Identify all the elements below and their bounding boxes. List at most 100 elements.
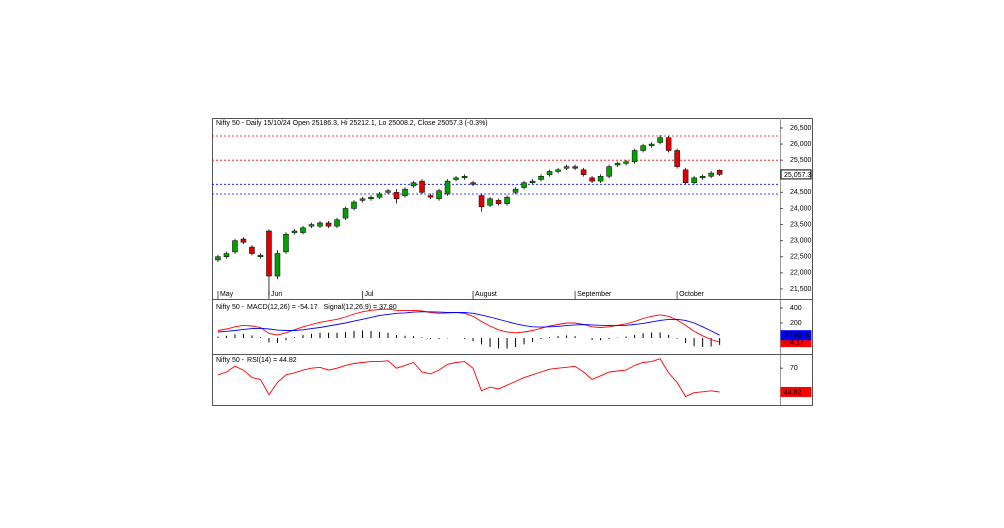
y-tick-label: 21,500 [790, 286, 812, 293]
candle-body [223, 253, 230, 257]
value-box-label: 44.82 [784, 389, 802, 396]
y-tick-label: 22,500 [790, 254, 812, 261]
candle-body [266, 230, 272, 277]
y-tick-label: 25,500 [790, 157, 812, 164]
x-tick-label: October [679, 291, 705, 298]
candle-body [334, 219, 340, 227]
series-line [217, 308, 720, 343]
candle-body [682, 169, 689, 183]
candle-body [325, 222, 332, 227]
x-tick-label: May [220, 291, 234, 298]
value-box-bg [780, 386, 812, 397]
candle-body [631, 150, 638, 163]
x-tick-label: Jun [271, 291, 282, 298]
candle-body [521, 182, 527, 188]
candle-body [368, 196, 374, 200]
candle-body [317, 222, 323, 227]
candle-body [300, 227, 306, 233]
candle-body [291, 230, 298, 233]
y-tick-label: 26,000 [790, 141, 812, 148]
candle-body [546, 171, 553, 175]
candle-body [215, 256, 221, 261]
y-tick-label: 24,000 [790, 205, 812, 212]
candle-body [648, 143, 655, 146]
candle-body [436, 190, 442, 200]
y-tick-label: 24,500 [790, 189, 812, 196]
candle-body [470, 182, 476, 185]
legend-entry: Signal(12,26,9) = 37.80 [324, 304, 397, 311]
candle-body [308, 224, 315, 227]
candle-body [351, 201, 357, 209]
value-box: 37.8019 [780, 330, 812, 341]
candle-body [342, 208, 349, 219]
candle-body [504, 196, 510, 204]
candle-body [427, 195, 434, 198]
candle-body [563, 166, 570, 169]
candle-body [665, 137, 672, 151]
x-tick-label: August [475, 291, 497, 298]
y-tick-label: 70 [790, 365, 798, 372]
candle-body [283, 233, 289, 253]
candle-body [257, 254, 264, 257]
value-box: 44.82 [780, 386, 812, 397]
value-box-label: 25,057.3 [784, 172, 811, 179]
candle-body [512, 188, 519, 193]
candle-body [580, 169, 587, 175]
candle-body [640, 145, 646, 151]
candle-body [529, 180, 536, 183]
y-tick-label: 23,000 [790, 237, 812, 244]
candle-body [249, 246, 255, 254]
value-box: 25,057.3 [780, 169, 812, 180]
candle-body [232, 240, 238, 253]
series-line [217, 311, 720, 336]
candle-body [691, 177, 697, 183]
candle-body [674, 150, 680, 167]
y-tick-label: 400 [790, 305, 802, 312]
candle-body [572, 166, 578, 169]
candle-body [597, 176, 604, 182]
y-tick-label: 26,500 [790, 125, 812, 132]
candle-body [419, 180, 425, 193]
candle-body [444, 180, 451, 195]
x-tick-label: September [577, 291, 612, 298]
x-tick-label: Jul [365, 291, 374, 298]
candle-body [589, 177, 595, 182]
candle-body [410, 182, 417, 187]
candle-body [716, 170, 723, 175]
value-box-label: 37.8019 [784, 333, 809, 340]
legend-entry: MACD(12,26) = -54.17 [247, 304, 318, 311]
candle-body [708, 172, 714, 177]
candle-body [376, 193, 383, 198]
candle-body [478, 195, 485, 208]
series-line [217, 358, 720, 398]
value-box-label: -54.17 [784, 339, 804, 346]
candle-body [657, 137, 663, 143]
candle-body [487, 198, 493, 206]
candle-body [359, 198, 366, 201]
value-box-bg [780, 169, 812, 180]
panel-title: Nifty 50 - [216, 304, 245, 311]
candle-body [385, 190, 391, 193]
y-tick-label: 200 [790, 320, 802, 327]
value-box-bg [780, 330, 812, 341]
candle-body [699, 176, 706, 179]
candle-body [614, 163, 621, 166]
chart-frame [212, 118, 813, 406]
y-tick-label: 22,000 [790, 270, 812, 277]
candle-body [538, 176, 544, 180]
y-tick-label: 23,500 [790, 221, 812, 228]
candle-body [402, 188, 408, 196]
candle-body [240, 238, 247, 243]
candle-body [555, 169, 561, 172]
legend-entry: RSI(14) = 44.82 [247, 357, 297, 364]
candle-body [393, 192, 400, 200]
candle-body [495, 200, 502, 204]
candle-body [274, 253, 281, 277]
candle-body [461, 176, 468, 179]
candle-body [623, 161, 629, 164]
candle-body [606, 166, 612, 177]
panel-title: Nifty 50 - [216, 357, 245, 364]
chart-title: Nifty 50 - Daily 15/10/24 Open 25186.3, … [216, 120, 488, 127]
